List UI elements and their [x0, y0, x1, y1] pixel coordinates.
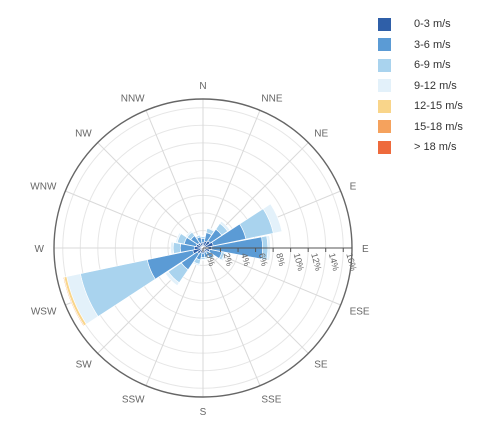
radial-tick-label: 16% — [344, 252, 358, 272]
grid-spoke — [202, 247, 309, 354]
legend-swatch — [378, 38, 391, 52]
radial-tick-label: 14% — [327, 252, 341, 272]
direction-labels: N NNE NE E E ESE SE SSE S SSW SW WSW W WNW NW NNW — [30, 81, 370, 418]
legend-label: > 18 m/s — [414, 141, 457, 154]
radial-tick-label: 2% — [222, 252, 235, 267]
legend-label: 9-12 m/s — [414, 79, 457, 92]
legend-label: 12-15 m/s — [414, 100, 463, 113]
direction-label-n: N — [199, 81, 206, 92]
grid-spoke — [202, 247, 261, 386]
direction-label-nnw: NNW — [121, 93, 145, 104]
legend-item-0-3[interactable]: 0-3 m/s — [378, 14, 463, 35]
radial-axis: 0% 2% 4% 6% 8% 10% 12% 14% 16% — [202, 247, 359, 272]
legend-swatch — [378, 99, 391, 113]
direction-label-sse: SSE — [261, 395, 281, 406]
radial-tick-label: 8% — [274, 252, 287, 267]
radial-tick-label: 10% — [292, 252, 306, 272]
legend-label: 15-18 m/s — [414, 120, 463, 133]
sector-ne-series-3[interactable] — [219, 220, 231, 232]
sector-s-series-3[interactable] — [200, 258, 206, 261]
grid-spoke — [202, 110, 261, 249]
legend-item-9-12[interactable]: 9-12 m/s — [378, 76, 463, 97]
direction-label-s: S — [200, 407, 207, 418]
legend-swatch — [378, 79, 391, 93]
sector-nne-series-3[interactable] — [206, 227, 215, 232]
grid-spoke — [97, 142, 204, 249]
legend-item-3-6[interactable]: 3-6 m/s — [378, 35, 463, 56]
legend-swatch — [378, 120, 391, 134]
radial-tick-label: 12% — [309, 252, 323, 272]
wind-sectors — [62, 203, 283, 327]
sector-w-series-2[interactable] — [172, 242, 181, 254]
direction-label-se: SE — [314, 359, 328, 370]
direction-label-nw: NW — [75, 129, 92, 140]
legend: 0-3 m/s 3-6 m/s 6-9 m/s 9-12 m/s 12-15 m… — [378, 14, 463, 158]
radial-tick-label: 6% — [257, 252, 270, 267]
direction-label-nne: NNE — [261, 93, 282, 104]
sector-nw-series-3[interactable] — [185, 230, 193, 238]
sector-ese-series-3[interactable] — [220, 252, 227, 262]
sector-sw-series-3[interactable] — [164, 271, 180, 287]
legend-label: 0-3 m/s — [414, 18, 451, 31]
legend-swatch — [378, 140, 391, 154]
radial-tick-label: 4% — [239, 252, 252, 267]
sector-wnw-series-3[interactable] — [175, 232, 182, 243]
direction-label-ssw: SSW — [122, 395, 145, 406]
legend-label: 6-9 m/s — [414, 59, 451, 72]
legend-swatch — [378, 17, 391, 31]
sector-w-series-3[interactable] — [170, 241, 175, 255]
sector-se-series-3[interactable] — [210, 255, 216, 261]
direction-label-w: W — [35, 244, 45, 255]
direction-label-ese: ESE — [350, 306, 370, 317]
sector-n-series-3[interactable] — [200, 235, 206, 238]
direction-label-ne: NE — [314, 129, 328, 140]
direction-label-wnw: WNW — [30, 182, 57, 193]
direction-label-e: E — [362, 244, 369, 255]
sector-wsw-series-5[interactable] — [62, 276, 85, 327]
radial-tick-label: 0% — [204, 252, 217, 267]
legend-item-over-18[interactable]: > 18 m/s — [378, 137, 463, 158]
direction-label-ene: E — [350, 182, 357, 193]
legend-item-6-9[interactable]: 6-9 m/s — [378, 55, 463, 76]
direction-label-sw: SW — [76, 359, 93, 370]
legend-swatch — [378, 58, 391, 72]
legend-item-15-18[interactable]: 15-18 m/s — [378, 117, 463, 138]
sector-ene-series-3[interactable] — [262, 203, 283, 234]
grid-spoke — [145, 247, 204, 386]
grid-spoke — [202, 247, 341, 306]
grid-spoke — [145, 110, 204, 249]
legend-label: 3-6 m/s — [414, 38, 451, 51]
legend-item-12-15[interactable]: 12-15 m/s — [378, 96, 463, 117]
sector-nnw-series-3[interactable] — [194, 233, 201, 238]
direction-label-wsw: WSW — [31, 306, 57, 317]
sector-ssw-series-3[interactable] — [192, 261, 200, 267]
